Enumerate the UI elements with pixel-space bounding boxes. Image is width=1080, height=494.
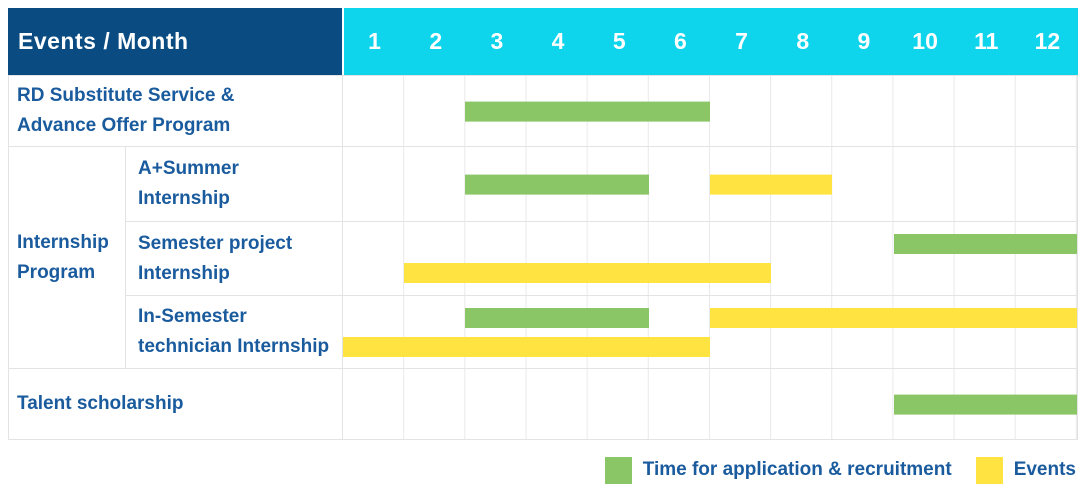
legend-item-events: Events [975,456,1076,484]
header-months: 1 2 3 4 5 6 7 8 9 10 11 12 [342,8,1078,75]
legend-swatch-application-icon [604,456,632,484]
legend-swatch-events-icon [975,456,1003,484]
sub-row-label-1-1: Semester project Internship [125,221,342,295]
bar-event-m7-m12 [710,308,1077,328]
bar-application-m10-m12 [893,394,1077,415]
legend: Time for application & recruitment Event… [604,453,1076,487]
group-label-1-line: Program [17,261,96,283]
group-label-1: Internship Program [8,146,125,368]
sub-row-label-1-1-line: Semester project [138,232,293,254]
gantt-row-chart [342,221,1078,295]
month-label-5: 5 [612,28,626,54]
sub-row-label-1-2: In-Semester technician Internship [125,295,342,368]
gantt-row-chart [342,295,1078,368]
sub-row-label-1-2-line: In-Semester [138,306,247,327]
month-label-6: 6 [674,28,687,54]
sub-row-label-1-2-line: technician Internship [138,336,330,357]
legend-label-application: Time for application & recruitment [642,459,952,480]
sub-row-label-1-1-line: Internship [138,262,230,284]
group-label-1-line: Internship [17,231,109,253]
row-label-0-line: Advance Offer Program [17,115,231,136]
gantt-row-chart [342,146,1078,221]
legend-label-events: Events [1013,459,1076,480]
bar-application-m3-m6 [465,101,710,122]
bar-application-m10-m12 [893,234,1077,254]
month-label-8: 8 [796,28,810,54]
month-label-10: 10 [912,28,938,54]
sub-row-label-1-0-line: A+Summer [138,158,239,179]
row-label-0: RD Substitute Service & Advance Offer Pro… [8,75,342,146]
gantt-row-chart [342,75,1078,146]
month-label-9: 9 [857,28,871,54]
row-label-2: Talent scholarship [8,368,342,440]
sub-row-label-1-0: A+Summer Internship [125,146,342,221]
month-label-11: 11 [974,28,999,54]
bar-application-m3-m5 [465,308,649,328]
bar-event-m1-m6 [343,337,710,357]
gantt-row-chart [342,368,1078,440]
legend-item-application: Time for application & recruitment [604,456,952,484]
row-label-2-line: Talent scholarship [17,393,184,414]
month-label-1: 1 [368,28,381,54]
bar-application-m3-m5 [465,174,649,195]
month-label-12: 12 [1034,28,1061,54]
header-title: Events / Month [8,8,342,75]
sub-row-label-1-0-line: Internship [138,188,230,209]
month-label-3: 3 [490,28,504,54]
month-label-7: 7 [735,28,748,54]
bar-event-m2-m7 [404,263,772,283]
bar-event-m7-m8 [710,174,833,195]
month-label-4: 4 [551,28,565,54]
month-label-2: 2 [429,28,443,54]
row-label-0-line: RD Substitute Service & [17,85,235,106]
gantt-table: Events / Month 1 2 3 4 5 6 7 8 9 10 11 12 RD Substi… [8,8,1078,440]
